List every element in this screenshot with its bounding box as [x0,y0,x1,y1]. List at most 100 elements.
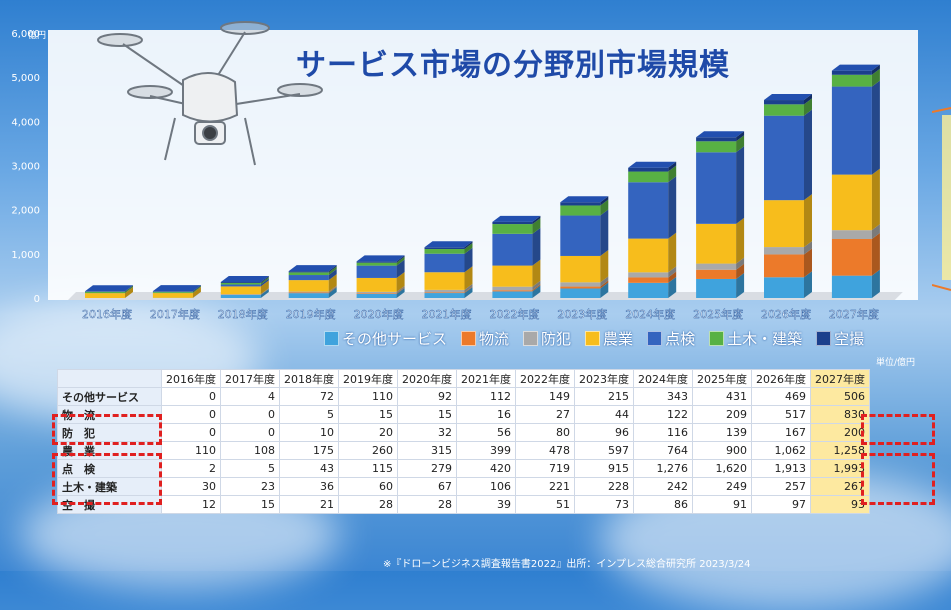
y-tick-label: 2,000 [11,206,40,217]
table-cell: 830 [811,406,870,424]
table-cell: 5 [221,460,280,478]
x-tick-label: 2017年度 [150,307,200,321]
bar-segment [425,249,465,254]
bar-segment [492,224,532,234]
bar-segment [221,285,261,287]
legend-swatch [585,331,600,346]
table-header-cell: 2016年度 [162,370,221,388]
bar-segment [425,272,465,290]
legend-item: 空撮 [816,328,864,349]
table-cell: 517 [752,406,811,424]
bar-segment [832,175,872,231]
bar-segment [221,286,261,294]
table-cell: 1,620 [693,460,752,478]
bar-top-face [289,265,337,271]
legend-label: 農業 [603,328,633,349]
bar-segment [492,266,532,287]
legend-item: 物流 [461,328,509,349]
table-cell: 242 [634,478,693,496]
table-cell: 30 [162,478,221,496]
y-axis-unit-label: 億円 [28,29,46,41]
bar-segment [696,279,736,298]
table-cell: 20 [339,424,398,442]
bar-top-face [628,162,676,168]
bar-segment [832,87,872,175]
x-tick-label: 2024年度 [625,307,675,321]
table-row-label: 農 業 [58,442,162,460]
table-cell: 39 [457,496,516,514]
bar-segment [289,272,329,275]
table-cell: 228 [575,478,634,496]
table-cell: 86 [634,496,693,514]
bar-top-face [85,285,133,291]
bar-top-face [764,94,812,100]
table-cell: 420 [457,460,516,478]
table-cell: 209 [693,406,752,424]
table-cell: 149 [516,388,575,406]
table-header-cell: 2027年度 [811,370,870,388]
table-cell: 110 [162,442,221,460]
bar-segment-side [668,176,676,238]
bar-top-face [153,285,201,291]
table-cell: 93 [811,496,870,514]
x-tick-label: 2016年度 [82,307,132,321]
legend-label: 防犯 [541,328,571,349]
bar-segment [357,266,397,278]
bar-segment [764,200,804,247]
bar-segment [560,287,600,289]
legend-item: 点検 [647,328,695,349]
table-cell: 108 [221,442,280,460]
table-cell: 5 [280,406,339,424]
legend-swatch [709,331,724,346]
bar-segment [696,270,736,279]
bar-segment [764,116,804,200]
x-tick-label: 2021年度 [422,307,472,321]
bar-segment [357,293,397,294]
bar-segment [628,182,668,238]
bar-segment [696,264,736,270]
legend-label: その他サービス [342,328,447,349]
drone-image [95,10,325,200]
bar-segment [425,254,465,273]
table-cell: 315 [398,442,457,460]
x-tick-label: 2026年度 [761,307,811,321]
table-cell: 260 [339,442,398,460]
table-cell: 506 [811,388,870,406]
table-cell: 249 [693,478,752,496]
table-cell: 73 [575,496,634,514]
bar-segment [357,263,397,266]
table-cell: 92 [398,388,457,406]
legend-item: 土木・建築 [709,328,802,349]
bar-segment [289,293,329,298]
bar-segment-side [736,218,744,264]
table-header-cell: 2017年度 [221,370,280,388]
x-tick-label: 2027年度 [829,307,879,321]
table-cell: 91 [693,496,752,514]
table-cell: 0 [162,424,221,442]
legend-swatch [523,331,538,346]
table-cell: 267 [811,478,870,496]
bar-segment [560,282,600,286]
bar-segment [560,289,600,298]
table-cell: 122 [634,406,693,424]
bar-segment [832,230,872,239]
x-tick-label: 2018年度 [218,307,268,321]
table-cell: 36 [280,478,339,496]
bar-top-face [357,255,405,261]
table-cell: 27 [516,406,575,424]
table-cell: 116 [634,424,693,442]
table-cell: 10 [280,424,339,442]
table-row-label: 土木・建築 [58,478,162,496]
legend-swatch [647,331,662,346]
bar-segment [425,290,465,292]
bar-segment-side [804,194,812,247]
table-cell: 139 [693,424,752,442]
bar-segment [492,222,532,224]
bar-segment [696,137,736,141]
y-tick-label: 1,000 [11,250,40,261]
table-row-label: 物 流 [58,406,162,424]
